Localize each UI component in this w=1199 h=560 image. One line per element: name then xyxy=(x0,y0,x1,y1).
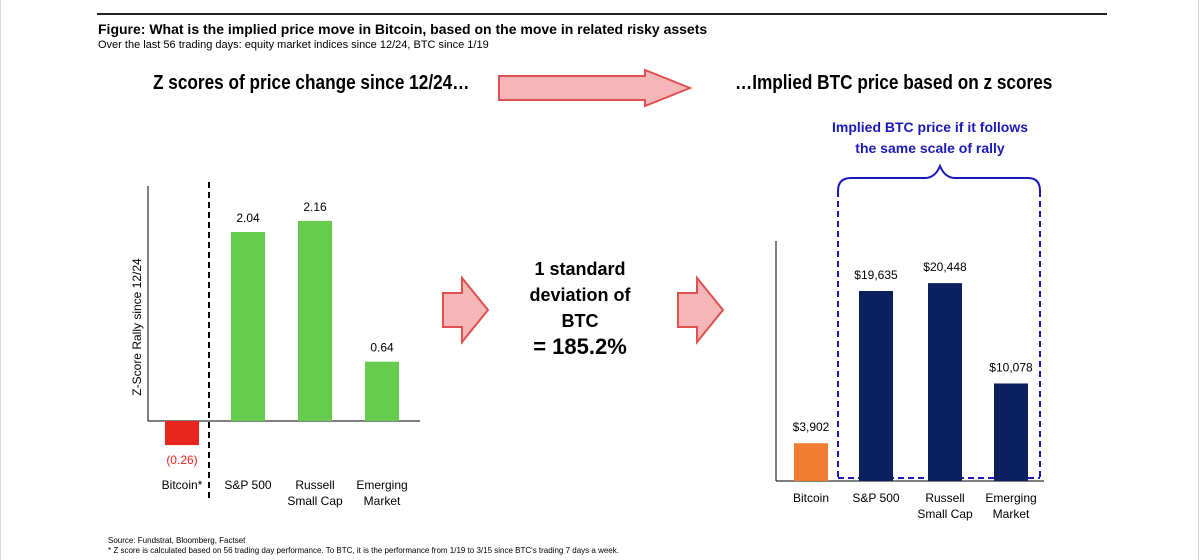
right-arrow-icon-right xyxy=(677,275,725,345)
category-label-emerging-market-1: Market xyxy=(993,507,1030,521)
footer-note: * Z score is calculated based on 56 trad… xyxy=(108,546,619,555)
top-rule xyxy=(97,13,1107,15)
bar-bitcoin xyxy=(794,443,828,481)
figure-title: Figure: What is the implied price move i… xyxy=(98,21,708,37)
value-label-bitcoin: (0.26) xyxy=(166,453,197,467)
right-heading: …Implied BTC price based on z scores xyxy=(735,72,1053,94)
category-label-russell-small-cap-1: Small Cap xyxy=(917,507,973,521)
category-label-emerging-market-0: Emerging xyxy=(356,478,407,492)
figure-subtitle: Over the last 56 trading days: equity ma… xyxy=(98,39,489,51)
bar-s-p-500 xyxy=(859,291,893,481)
category-label-bitcoin-0: Bitcoin xyxy=(793,491,829,505)
category-label-russell-small-cap-1: Small Cap xyxy=(287,494,343,508)
bar-emerging-market xyxy=(365,361,399,421)
value-label-emerging-market: 0.64 xyxy=(370,341,394,355)
left-page-edge xyxy=(0,0,1,560)
bar-bitcoin xyxy=(165,421,199,446)
category-label-russell-small-cap-0: Russell xyxy=(295,478,334,492)
value-label-s-p-500: 2.04 xyxy=(236,211,260,225)
value-label-s-p-500: $19,635 xyxy=(854,268,898,282)
category-label-russell-small-cap-0: Russell xyxy=(925,491,964,505)
blue-brace xyxy=(837,163,1041,192)
bar-russell-small-cap xyxy=(928,283,962,481)
brace-note-line-1: Implied BTC price if it follows xyxy=(831,119,1028,135)
middle-note-line-3: BTC xyxy=(561,311,599,331)
middle-note: 1 standard deviation of BTC = 185.2% xyxy=(505,256,655,360)
horizontal-arrow-icon xyxy=(498,68,693,108)
brace-note-line-2: the same scale of rally xyxy=(855,140,1005,156)
left-y-axis-label: Z-Score Rally since 12/24 xyxy=(130,258,144,396)
brace-note: Implied BTC price if it follows the same… xyxy=(810,117,1050,159)
middle-note-line-2: deviation of xyxy=(529,285,631,305)
bar-s-p-500 xyxy=(231,232,265,421)
bar-russell-small-cap xyxy=(298,220,332,421)
value-label-bitcoin: $3,902 xyxy=(793,420,830,434)
category-label-emerging-market-0: Emerging xyxy=(985,491,1036,505)
footer-source: Source: Fundstrat, Bloomberg, Factset xyxy=(108,536,246,545)
value-label-russell-small-cap: $20,448 xyxy=(923,260,967,274)
footer: Source: Fundstrat, Bloomberg, Factset * … xyxy=(108,536,619,556)
value-label-russell-small-cap: 2.16 xyxy=(303,200,327,214)
left-heading: Z scores of price change since 12/24… xyxy=(153,72,470,94)
category-label-s-p-500-0: S&P 500 xyxy=(852,491,899,505)
category-label-bitcoin-0: Bitcoin* xyxy=(162,478,203,492)
category-label-emerging-market-1: Market xyxy=(364,494,401,508)
middle-note-line-1: 1 standard xyxy=(534,259,626,279)
bar-emerging-market xyxy=(994,383,1028,481)
right-arrow-icon-left xyxy=(442,275,490,345)
value-label-emerging-market: $10,078 xyxy=(989,360,1033,374)
category-label-s-p-500-0: S&P 500 xyxy=(224,478,271,492)
middle-note-value: = 185.2% xyxy=(533,334,627,359)
